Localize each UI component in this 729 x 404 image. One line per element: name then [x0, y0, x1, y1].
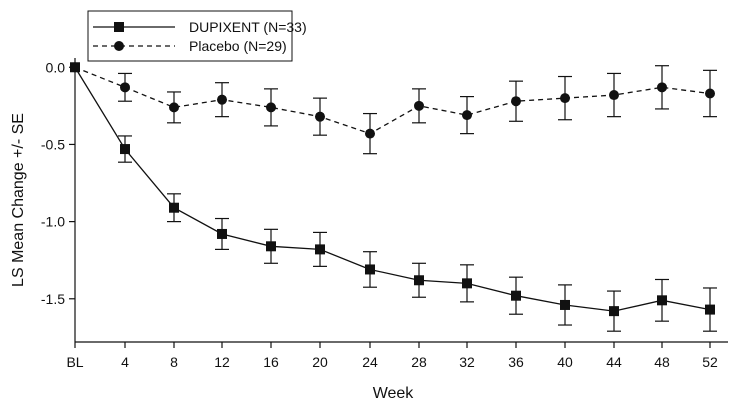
data-point-dupixent [266, 241, 276, 252]
data-point-placebo [315, 111, 325, 122]
data-point-placebo [511, 96, 521, 107]
x-tick-label: 32 [459, 354, 475, 370]
x-tick-label: 8 [170, 354, 178, 370]
data-point-placebo [414, 100, 424, 111]
data-point-dupixent [705, 304, 715, 315]
x-tick-label: 16 [263, 354, 279, 370]
x-tick-label: 44 [606, 354, 622, 370]
data-point-dupixent [511, 290, 521, 301]
data-point-dupixent [462, 278, 472, 289]
x-tick-label: 40 [557, 354, 573, 370]
data-point-dupixent [365, 264, 375, 275]
series-dupixent [70, 62, 717, 332]
legend-placebo-marker [114, 41, 124, 51]
series-line-dupixent [74, 66, 711, 312]
data-point-dupixent [169, 202, 179, 213]
y-axis-label: LS Mean Change +/- SE [10, 113, 27, 287]
data-point-dupixent [560, 299, 570, 310]
data-point-placebo [169, 102, 179, 113]
data-point-dupixent [657, 295, 667, 306]
data-point-dupixent [70, 62, 80, 73]
legend-dupixent-label: DUPIXENT (N=33) [189, 19, 307, 35]
axes: 0.0-0.5-1.0-1.5BL 4 8 12 16 20 24 28 32 36 40 44 48 5… [41, 58, 728, 370]
data-point-dupixent [315, 244, 325, 255]
data-point-dupixent [120, 144, 130, 155]
y-tick-label: -1.0 [41, 214, 65, 230]
data-point-dupixent [414, 275, 424, 286]
y-tick-label: 0.0 [46, 59, 66, 75]
data-point-dupixent [217, 228, 227, 239]
data-point-placebo [266, 102, 276, 113]
data-point-placebo [120, 82, 130, 93]
x-tick-label: 24 [362, 354, 378, 370]
legend-placebo-label: Placebo (N=29) [189, 38, 287, 54]
series-layer [70, 62, 717, 332]
x-tick-label: 36 [508, 354, 524, 370]
y-tick-label: -0.5 [41, 136, 65, 152]
x-tick-label: 52 [702, 354, 718, 370]
data-point-dupixent [609, 306, 619, 317]
series-placebo [70, 62, 717, 155]
data-point-placebo [560, 93, 570, 104]
data-point-placebo [217, 94, 227, 105]
x-tick-label: 28 [411, 354, 427, 370]
data-point-placebo [657, 82, 667, 93]
x-tick-label: 4 [121, 354, 129, 370]
x-axis-label: Week [373, 385, 415, 402]
data-point-placebo [365, 128, 375, 139]
legend-dupixent-marker [114, 22, 124, 32]
legend-box [87, 10, 293, 62]
data-point-placebo [462, 110, 472, 121]
x-tick-label: BL [66, 354, 83, 370]
x-tick-label: 12 [214, 354, 230, 370]
data-point-placebo [609, 90, 619, 101]
y-tick-label: -1.5 [41, 291, 65, 307]
data-point-placebo [705, 88, 715, 99]
series-line-placebo [74, 66, 711, 135]
x-tick-label: 48 [654, 354, 670, 370]
x-tick-label: 20 [312, 354, 328, 370]
legend: DUPIXENT (N=33) Placebo (N=29) [87, 10, 307, 62]
